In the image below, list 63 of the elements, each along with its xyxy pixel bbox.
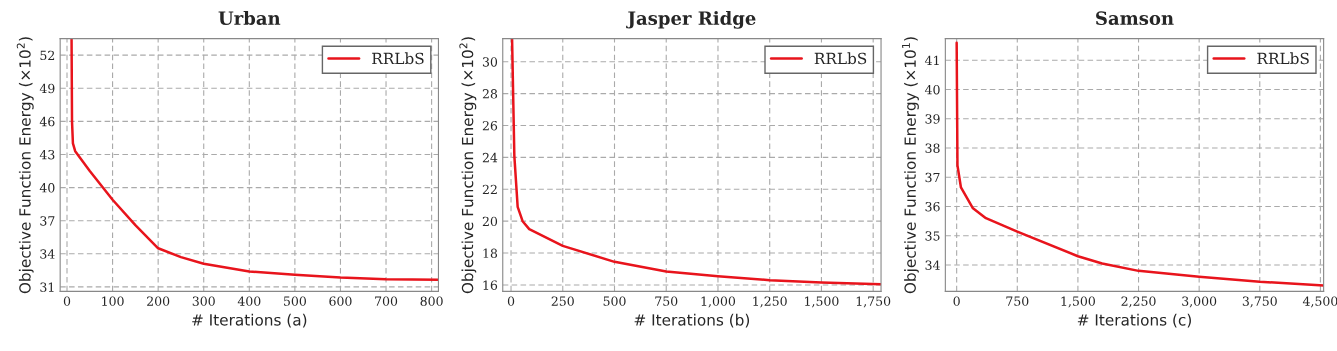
y-tick-label: 18 <box>483 248 498 258</box>
chart-title: Jasper Ridge <box>626 11 756 29</box>
y-tick-label: 40 <box>924 84 940 95</box>
y-tick-label: 28 <box>482 89 498 99</box>
x-axis-title: # Iterations (a) <box>192 313 307 328</box>
legend-label: RRLbS <box>814 52 867 65</box>
x-tick-label: 100 <box>102 296 124 306</box>
y-tick-label: 30 <box>482 57 498 67</box>
x-tick-label: 800 <box>420 296 443 306</box>
line-series <box>510 38 882 286</box>
legend-label: RRLbS <box>1257 52 1309 65</box>
x-tick-label: 500 <box>284 296 306 306</box>
x-tick-label: 700 <box>375 296 398 306</box>
y-tick-label: 34 <box>925 260 940 270</box>
y-tick-label: 20 <box>482 216 498 227</box>
line-series <box>955 41 1324 287</box>
x-tick-label: 250 <box>551 296 574 306</box>
y-axis-title: Objective Function Energy (×10$^{1}$) <box>902 37 919 294</box>
x-tick-label: 4,500 <box>1302 296 1337 308</box>
y-tick-label: 39 <box>925 114 940 124</box>
x-tick-label: 300 <box>192 296 215 306</box>
x-tick-label: 200 <box>147 296 170 306</box>
y-tick-label: 49 <box>39 83 55 94</box>
x-tick-label: 1,500 <box>805 296 839 308</box>
y-tick-label: 46 <box>39 116 55 127</box>
x-tick-label: 0 <box>63 296 71 306</box>
y-tick-label: 52 <box>40 50 55 61</box>
x-tick-label: 1,000 <box>701 296 736 308</box>
x-axis-title: # Iterations (c) <box>1077 313 1191 328</box>
x-tick-label: 1,250 <box>753 296 787 308</box>
y-tick-label: 38 <box>925 143 940 153</box>
x-tick-label: 1,750 <box>856 296 891 308</box>
x-tick-label: 500 <box>603 296 626 306</box>
x-tick-label: 750 <box>1006 296 1029 306</box>
chart-title: Urban <box>218 11 281 25</box>
y-tick-label: 26 <box>482 120 498 131</box>
line-series <box>70 38 439 281</box>
x-tick-label: 3,000 <box>1182 296 1217 308</box>
legend-label: RRLbS <box>372 52 424 65</box>
x-tick-label: 750 <box>655 296 678 306</box>
x-tick-label: 3,750 <box>1242 296 1277 308</box>
y-tick-label: 24 <box>482 152 498 163</box>
y-tick-label: 41 <box>924 55 939 65</box>
y-tick-label: 40 <box>39 183 55 193</box>
y-axis-title: Objective Function Energy (×10$^{2}$) <box>459 37 477 294</box>
y-tick-label: 37 <box>40 216 55 226</box>
x-tick-label: 1,500 <box>1061 296 1095 308</box>
y-tick-label: 37 <box>925 172 940 183</box>
x-axis-title: # Iterations (b) <box>634 313 750 328</box>
y-tick-label: 43 <box>39 149 55 160</box>
x-tick-label: 2,250 <box>1121 296 1156 308</box>
y-tick-label: 35 <box>925 231 940 241</box>
y-tick-label: 16 <box>483 280 498 290</box>
chart-title: Samson <box>1096 11 1174 25</box>
x-tick-label: 0 <box>953 296 960 306</box>
x-tick-label: 600 <box>329 296 352 306</box>
y-tick-label: 34 <box>40 249 55 259</box>
y-axis-title: Objective Function Energy (×10$^{2}$) <box>16 37 34 294</box>
y-tick-label: 36 <box>925 201 940 212</box>
y-tick-label: 22 <box>482 184 497 195</box>
y-tick-label: 31 <box>40 282 54 292</box>
x-tick-label: 0 <box>507 296 515 306</box>
x-tick-label: 400 <box>237 296 261 306</box>
